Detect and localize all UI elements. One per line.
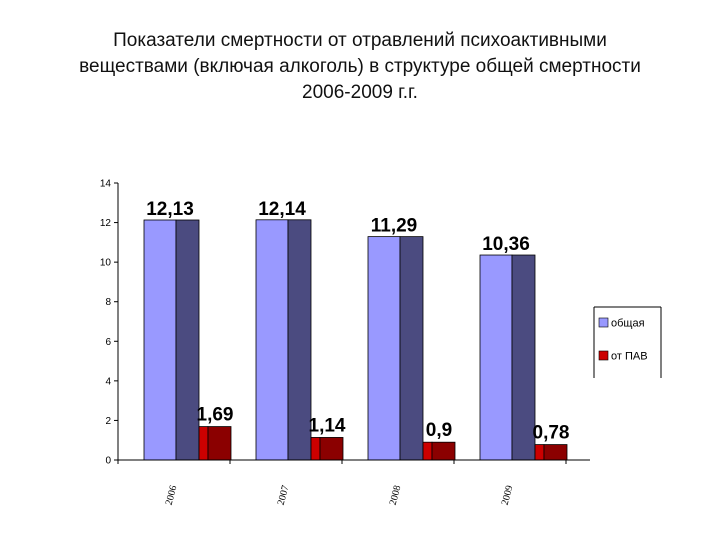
bar-ot-pav-2006: [198, 426, 209, 461]
y-tick-label: 4: [105, 376, 111, 387]
y-tick-label: 8: [105, 297, 111, 308]
bar-obshchaya-side-2008: [399, 236, 424, 461]
bar-ot-pav-side-2006: [207, 426, 232, 461]
bar-obshchaya-2008: [367, 236, 401, 461]
bar-ot-pav-2008: [422, 441, 433, 461]
data-label-ot-pav-2006: 1,69: [197, 405, 234, 426]
legend-label-obshchaya: общая: [611, 318, 645, 330]
y-tick-label: 12: [100, 218, 112, 229]
bar-ot-pav-2009: [534, 444, 545, 461]
legend-swatch-ot-pav: [598, 350, 609, 361]
x-tick-label-2009: 2009: [500, 484, 516, 506]
x-axis: 2006 2007 2008 2009: [117, 459, 590, 506]
y-axis: 0 2 4 6 8 10 12 14: [100, 179, 119, 467]
x-tick-label-2007: 2007: [276, 484, 292, 506]
bar-obshchaya-2007: [255, 219, 289, 461]
bar-obshchaya-2006: [143, 219, 177, 461]
legend-label-ot-pav: от ПАВ: [611, 351, 648, 363]
data-label-ot-pav-2008: 0,9: [426, 420, 452, 441]
y-tick-label: 2: [105, 416, 111, 427]
data-label-obshchaya-2007: 12,14: [258, 199, 306, 220]
chart-title: Показатели смертности от отравлений псих…: [20, 28, 700, 106]
data-label-ot-pav-2009: 0,78: [533, 423, 570, 444]
bar-ot-pav-2007: [310, 437, 321, 461]
legend-swatch-obshchaya: [598, 317, 609, 328]
y-tick-label: 10: [100, 258, 112, 269]
bar-ot-pav-side-2007: [319, 437, 344, 461]
y-tick-label: 6: [105, 337, 111, 348]
y-tick-label: 14: [100, 179, 112, 190]
title-line-3: 2006-2009 г.г.: [302, 82, 418, 103]
data-label-obshchaya-2009: 10,36: [482, 234, 530, 255]
x-tick-label-2006: 2006: [164, 484, 180, 506]
legend: общая от ПАВ: [593, 306, 662, 378]
data-label-obshchaya-2008: 11,29: [371, 216, 418, 237]
title-line-1: Показатели смертности от отравлений псих…: [113, 30, 607, 51]
y-tick-label: 0: [105, 456, 111, 467]
data-label-obshchaya-2006: 12,13: [146, 199, 194, 220]
bar-ot-pav-side-2008: [431, 441, 456, 461]
x-tick-label-2008: 2008: [388, 484, 404, 506]
bar-ot-pav-side-2009: [543, 444, 568, 461]
bars: [143, 219, 568, 461]
bar-obshchaya-2009: [479, 254, 513, 461]
title-line-2: веществами (включая алкоголь) в структур…: [79, 56, 641, 77]
data-labels: 12,13 1,69 12,14 1,14 11,29 0,9 10,36 0,78: [146, 199, 569, 444]
data-label-ot-pav-2007: 1,14: [309, 415, 346, 436]
